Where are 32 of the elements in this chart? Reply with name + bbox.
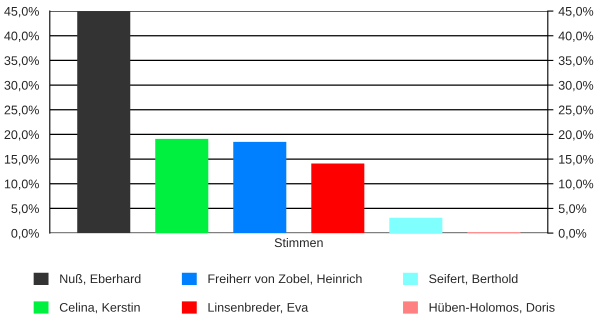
y-tick-label: 35,0% [4,56,39,67]
text: 45,0% [558,6,594,18]
y-tick-label: 5,0% [11,204,39,215]
bar [311,164,364,234]
legend-label: Seifert, Berthold [429,274,518,285]
legend-label: Freiherr von Zobel, Heinrich [208,274,362,285]
y-tick-label: 45,0% [4,6,39,18]
text: 10,0% [559,180,594,190]
y-tick-label: 15,0% [4,154,39,166]
bar [77,11,130,234]
bar [389,218,442,234]
y-tick-label: 25,0% [4,106,39,116]
bar [155,138,208,234]
text: 40,0% [558,32,594,42]
legend-label: Nuß, Eberhard [60,274,140,285]
legend-label: Linsenbreder, Eva [208,302,308,314]
text: 30,0% [558,80,594,92]
text: 15,0% [559,154,594,166]
x-tick-label: Stimmen [274,238,323,248]
bar [233,142,286,234]
text: 35,0% [558,56,594,67]
legend-label: Celina, Kerstin [60,302,140,314]
y-tick-label: 40,0% [4,32,39,42]
y-tick-label: 20,0% [4,130,39,141]
text: 25,0% [558,106,594,116]
text: 20,0% [558,130,594,141]
y-tick-label: 0,0% [11,228,39,240]
legend-label: Hüben-Holomos, Doris [430,302,555,314]
text: 5,0% [558,204,586,215]
text: 0,0% [558,228,586,240]
y-tick-label: 30,0% [4,80,39,92]
y-tick-label: 10,0% [4,180,39,190]
